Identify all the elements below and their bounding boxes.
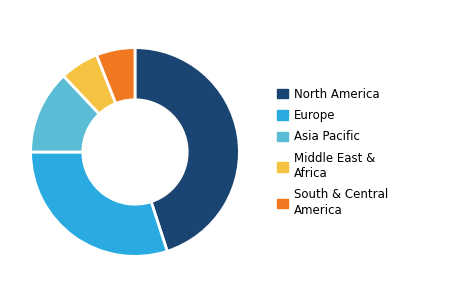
Wedge shape bbox=[31, 152, 167, 256]
Wedge shape bbox=[31, 76, 99, 152]
Wedge shape bbox=[97, 48, 135, 103]
Wedge shape bbox=[63, 55, 116, 114]
Wedge shape bbox=[135, 48, 239, 251]
Legend: North America, Europe, Asia Pacific, Middle East &
Africa, South & Central
Ameri: North America, Europe, Asia Pacific, Mid… bbox=[276, 86, 389, 218]
